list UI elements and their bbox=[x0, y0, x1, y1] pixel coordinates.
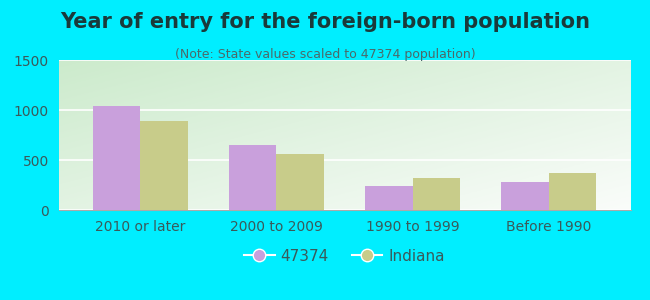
Bar bbox=[92, 106, 140, 210]
Bar bbox=[140, 121, 188, 210]
Bar bbox=[229, 145, 276, 210]
Bar bbox=[549, 172, 597, 210]
Bar bbox=[365, 186, 413, 210]
Bar bbox=[501, 182, 549, 210]
Text: Year of entry for the foreign-born population: Year of entry for the foreign-born popul… bbox=[60, 12, 590, 32]
Text: (Note: State values scaled to 47374 population): (Note: State values scaled to 47374 popu… bbox=[175, 48, 475, 61]
Bar bbox=[276, 154, 324, 210]
Legend: 47374, Indiana: 47374, Indiana bbox=[237, 241, 452, 272]
Bar bbox=[413, 178, 460, 210]
